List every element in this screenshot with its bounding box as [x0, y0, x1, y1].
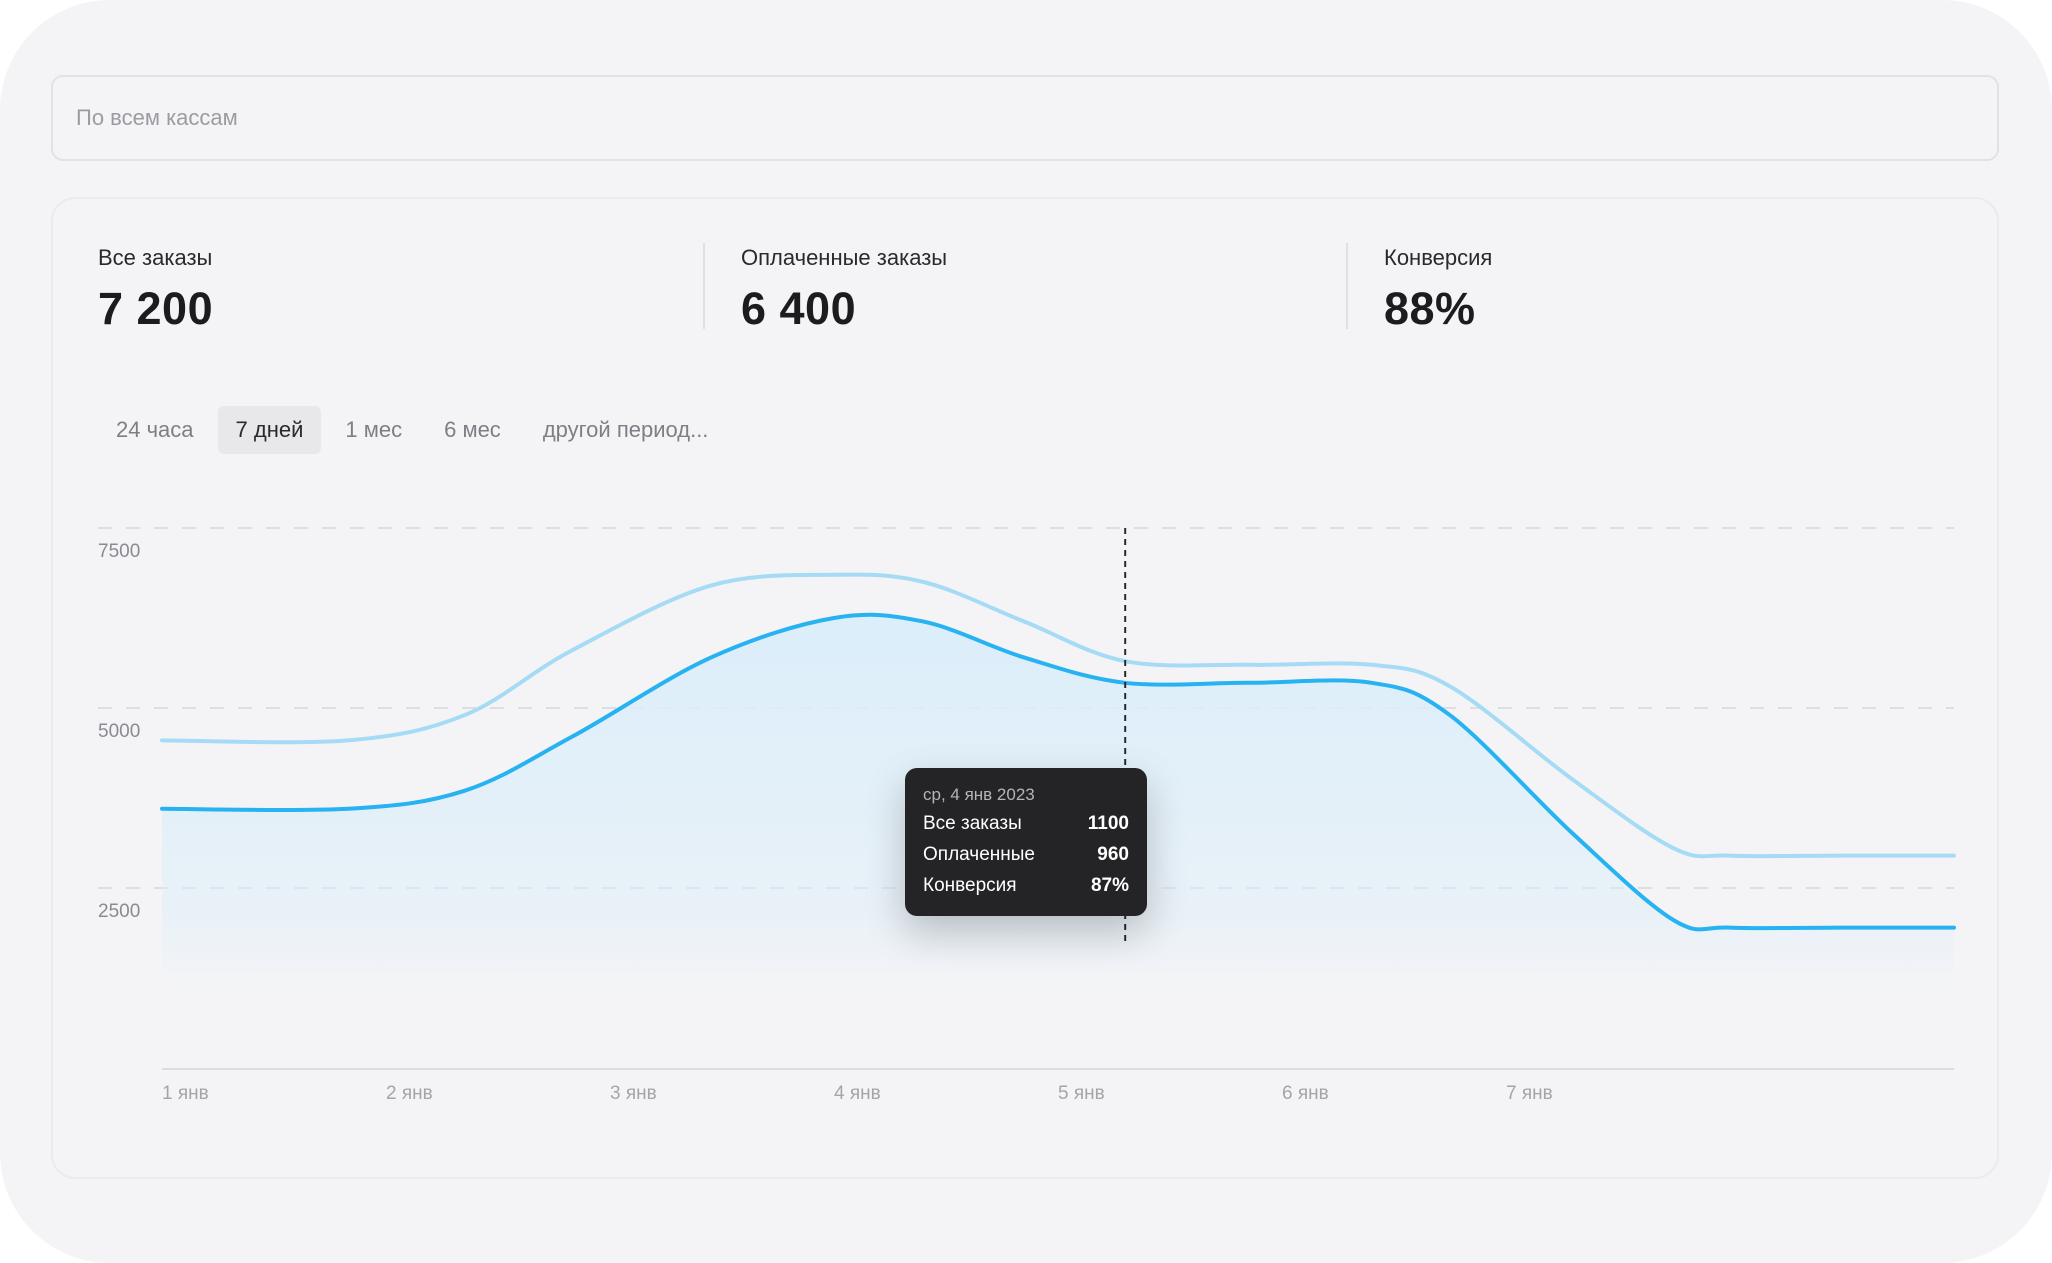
y-tick-label: 7500 [98, 541, 140, 562]
metric-all-orders-value: 7 200 [98, 283, 214, 334]
tab-6m[interactable]: 6 мес [444, 417, 501, 442]
tab-24h[interactable]: 24 часа [116, 417, 194, 442]
x-tick-label: 2 янв [386, 1083, 433, 1104]
metric-conversion-label: Конверсия [1384, 245, 1493, 270]
y-tick-label: 5000 [98, 721, 140, 742]
metric-paid-orders: Оплаченные заказы 6 400 [741, 245, 947, 335]
period-tabs: 24 часа 7 дней 1 мес 6 мес другой период… [98, 406, 726, 454]
metric-paid-orders-label: Оплаченные заказы [741, 245, 948, 270]
cash-register-filter[interactable]: По всем кассам [51, 75, 1999, 161]
x-tick-label: 6 янв [1282, 1083, 1329, 1104]
all-orders-line [160, 572, 1956, 859]
x-tick-label: 5 янв [1058, 1083, 1105, 1104]
cash-register-filter-placeholder: По всем кассам [76, 105, 238, 130]
x-tick-label: 4 янв [834, 1083, 881, 1104]
tooltip-paid-label: Оплаченные [923, 844, 1035, 865]
tooltip-conversion-label: Конверсия [923, 875, 1017, 896]
metric-conversion-value: 88% [1384, 283, 1476, 334]
metric-conversion: Конверсия 88% [1384, 245, 1492, 335]
tab-custom-period[interactable]: другой период... [542, 417, 709, 442]
tab-7d[interactable]: 7 дней [217, 406, 322, 454]
tab-1m[interactable]: 1 мес [345, 417, 403, 442]
metric-all-orders: Все заказы 7 200 [98, 245, 213, 335]
x-tick-label: 7 янв [1506, 1083, 1553, 1104]
metric-divider [1346, 243, 1348, 329]
x-tick-label: 3 янв [610, 1083, 657, 1104]
tooltip-all-orders-value: 1100 [1087, 813, 1129, 834]
tooltip-all-orders-label: Все заказы [923, 813, 1022, 834]
y-tick-label: 2500 [98, 901, 140, 922]
x-tick-label: 1 янв [162, 1083, 209, 1104]
chart-tooltip: ср, 4 янв 2023 Все заказы 1100 Оплаченны… [905, 768, 1147, 916]
tooltip-row-all-orders: Все заказы 1100 [923, 808, 1129, 839]
tooltip-row-paid: Оплаченные 960 [923, 839, 1129, 870]
tooltip-paid-value: 960 [1097, 844, 1129, 865]
metric-all-orders-label: Все заказы [98, 245, 213, 270]
tooltip-date: ср, 4 янв 2023 [923, 785, 1035, 804]
metric-divider [703, 243, 705, 329]
metric-paid-orders-value: 6 400 [741, 283, 857, 334]
tooltip-conversion-value: 87% [1090, 875, 1129, 896]
paid-orders-line [160, 612, 1956, 932]
tooltip-row-conversion: Конверсия 87% [923, 870, 1129, 901]
